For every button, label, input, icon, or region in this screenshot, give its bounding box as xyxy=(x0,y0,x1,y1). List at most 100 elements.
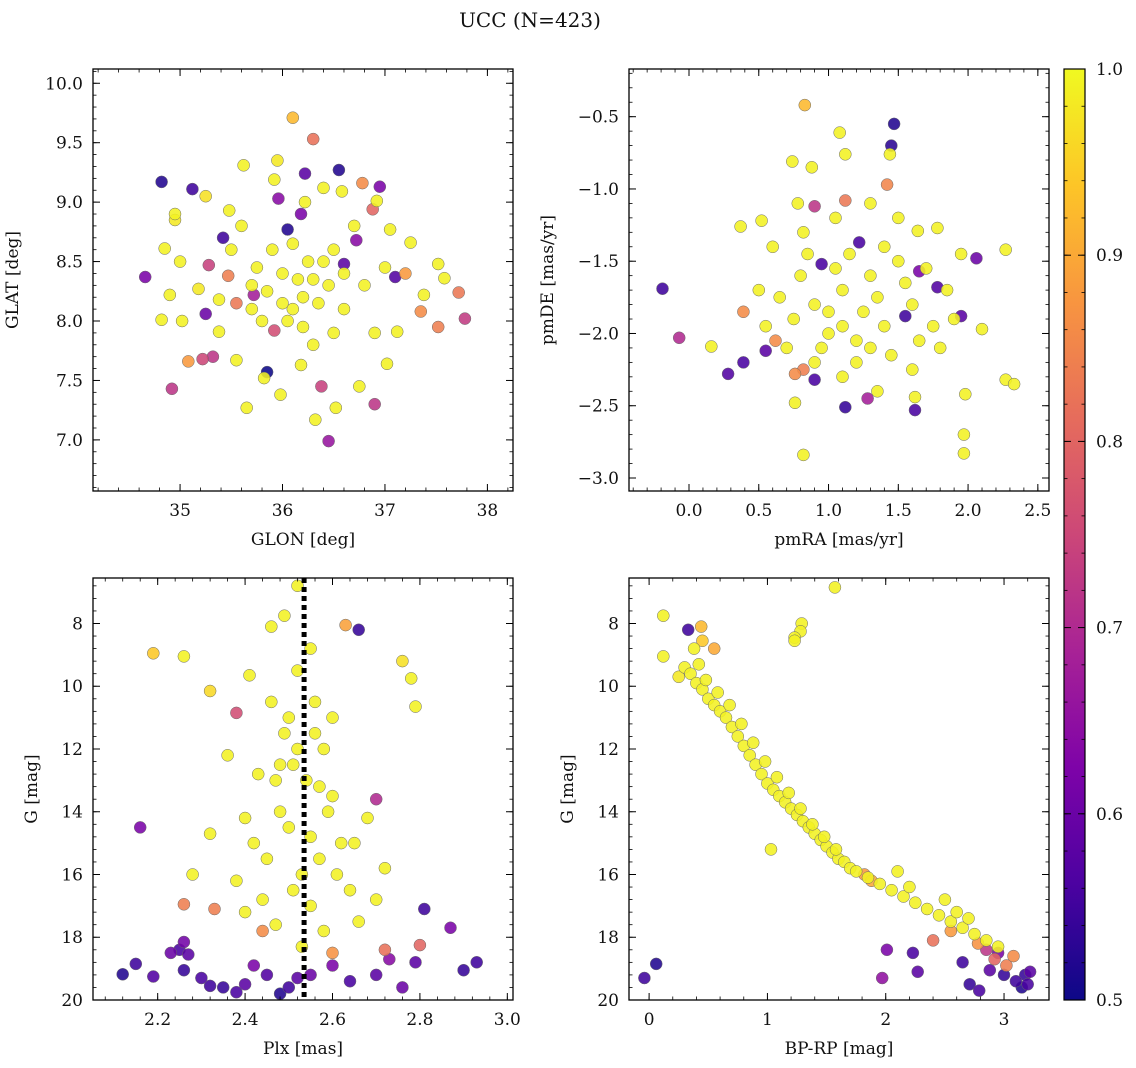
data-point xyxy=(1007,377,1021,391)
data-point xyxy=(758,755,772,768)
data-point xyxy=(312,296,325,310)
data-point xyxy=(931,221,944,235)
data-point xyxy=(794,269,807,282)
data-point xyxy=(880,943,894,957)
data-point xyxy=(788,367,802,381)
data-point xyxy=(216,981,230,994)
data-point xyxy=(306,132,320,146)
data-point xyxy=(850,356,863,369)
data-point xyxy=(417,288,431,302)
data-point xyxy=(327,243,340,256)
data-point xyxy=(797,226,810,239)
data-point xyxy=(291,273,305,286)
colorbar-tick-label: 0.6 xyxy=(1096,805,1123,825)
data-point xyxy=(133,821,147,834)
data-point xyxy=(815,257,828,271)
data-point xyxy=(906,363,919,376)
data-point xyxy=(657,609,670,622)
y-tick-label: 8.5 xyxy=(56,253,83,273)
data-point xyxy=(378,943,392,957)
y-axis-label: G [mag] xyxy=(22,754,42,823)
y-tick-label: 20 xyxy=(61,991,83,1011)
data-point xyxy=(202,258,216,272)
data-point xyxy=(257,371,271,385)
y-tick-label: −1.5 xyxy=(578,252,619,272)
x-tick-label: 35 xyxy=(169,501,191,521)
data-point xyxy=(352,915,365,928)
data-point xyxy=(358,279,371,292)
data-point xyxy=(892,254,905,268)
data-point xyxy=(721,367,735,381)
data-point xyxy=(347,219,361,233)
data-point xyxy=(251,767,265,781)
data-point xyxy=(649,957,663,971)
data-point xyxy=(864,197,877,210)
data-point xyxy=(755,214,768,227)
data-point xyxy=(196,352,209,366)
y-tick-label: 10.0 xyxy=(45,74,83,94)
colorbar: 0.5 0.6 0.7 0.8 0.9 1.0 xyxy=(1063,60,1123,1011)
data-point xyxy=(282,821,296,834)
data-point xyxy=(805,161,819,174)
data-point xyxy=(326,959,339,972)
data-point xyxy=(203,979,217,993)
data-point xyxy=(638,971,651,985)
data-point xyxy=(959,387,972,401)
axes-frame xyxy=(92,577,514,1001)
data-point xyxy=(438,271,451,285)
data-point xyxy=(147,970,160,983)
data-point xyxy=(255,314,269,328)
data-point xyxy=(317,181,330,195)
x-tick-label: 2.0 xyxy=(955,501,982,521)
y-tick-label: 8.0 xyxy=(56,312,83,332)
scatter-panel: 35 36 37 38 7.0 7.5 8.0 8.5 9.0 9.5 10.0 GLON [deg]… xyxy=(3,68,514,550)
scatter-panel: 2.2 2.4 2.6 2.8 3.0 8 10 12 14 16 18 20 Plx [mas] G [… xyxy=(22,577,521,1059)
data-point xyxy=(752,283,766,297)
data-point xyxy=(970,252,983,265)
data-point xyxy=(334,836,348,850)
data-point xyxy=(343,883,357,897)
data-point xyxy=(899,309,912,323)
data-point xyxy=(230,353,243,367)
data-point xyxy=(315,380,328,393)
data-point xyxy=(138,270,152,284)
data-point xyxy=(871,291,884,304)
data-point xyxy=(926,319,940,333)
data-point xyxy=(238,811,252,825)
x-tick-label: 1.0 xyxy=(815,501,842,521)
data-point xyxy=(983,963,997,977)
data-point xyxy=(737,356,750,369)
data-point xyxy=(892,211,905,225)
marker-group xyxy=(656,98,1021,462)
x-tick-label: 2 xyxy=(880,1010,891,1030)
data-point xyxy=(216,231,230,245)
y-tick-label: 14 xyxy=(61,803,83,823)
data-point xyxy=(711,686,724,699)
data-point xyxy=(734,220,747,233)
data-point xyxy=(237,159,250,172)
data-point xyxy=(808,373,821,386)
y-tick-label: −0.5 xyxy=(578,108,619,128)
colorbar-gradient xyxy=(1063,68,1086,1001)
data-point xyxy=(396,981,409,994)
data-point xyxy=(806,818,819,831)
data-point xyxy=(177,963,191,977)
data-point xyxy=(759,319,772,333)
data-point xyxy=(798,98,812,112)
data-point xyxy=(369,968,383,982)
data-point xyxy=(250,261,264,274)
data-point xyxy=(369,792,383,806)
data-point xyxy=(657,650,670,663)
y-tick-label: 10 xyxy=(597,677,619,697)
data-point xyxy=(368,397,381,411)
data-point xyxy=(444,921,457,935)
y-tick-label: −2.0 xyxy=(578,324,619,344)
data-point xyxy=(225,243,238,256)
data-point xyxy=(431,320,445,334)
data-point xyxy=(770,770,784,784)
y-axis-label: pmDE [mas/yr] xyxy=(538,215,558,345)
data-point xyxy=(309,413,322,426)
data-point xyxy=(350,233,363,247)
data-point xyxy=(238,978,252,991)
data-point xyxy=(308,695,322,709)
